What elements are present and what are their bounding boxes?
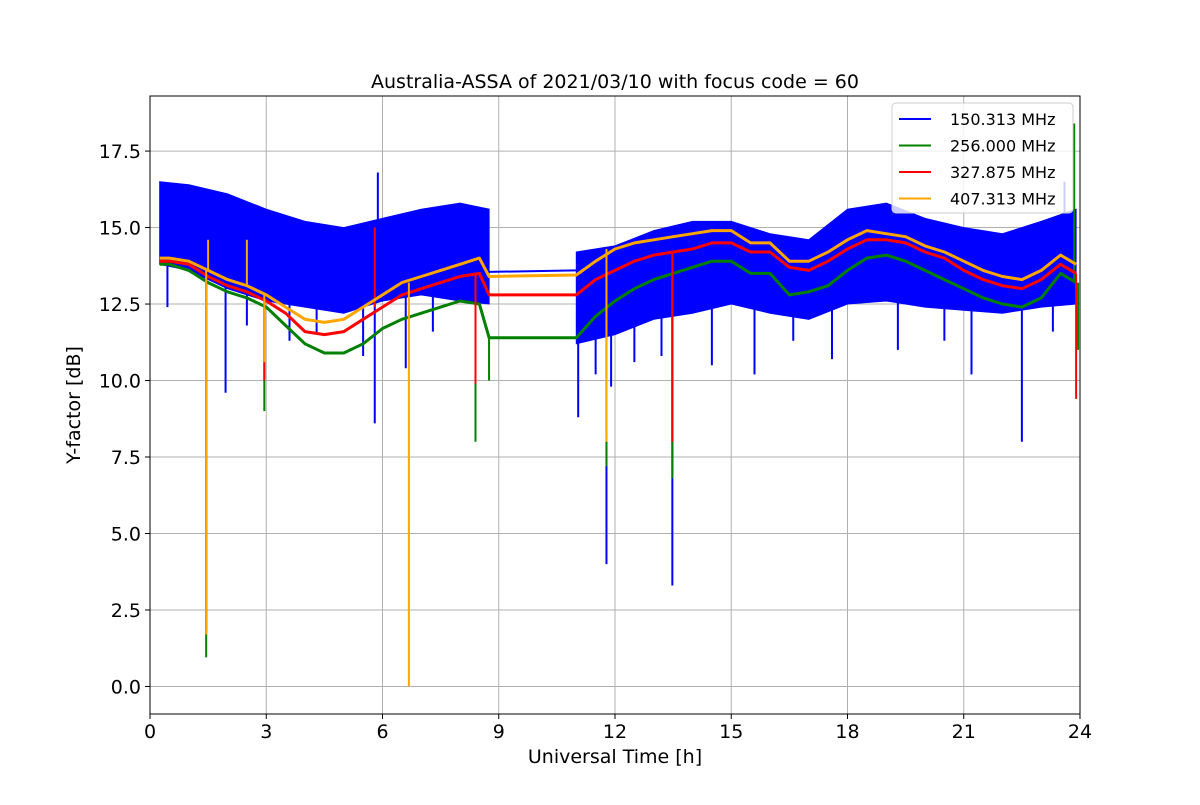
legend-label: 256.000 MHz: [950, 137, 1055, 156]
legend-label: 327.875 MHz: [950, 163, 1055, 182]
y-tick-label: 17.5: [99, 141, 141, 163]
chart-title: Australia-ASSA of 2021/03/10 with focus …: [371, 71, 859, 93]
series-layer: [159, 123, 1080, 687]
series-gap-line: [489, 269, 577, 273]
series-line: [159, 238, 1077, 337]
y-tick-label: 12.5: [99, 294, 141, 316]
y-tick-label: 5.0: [111, 523, 141, 545]
x-tick-label: 3: [260, 721, 272, 743]
y-axis-label: Y-factor [dB]: [63, 346, 85, 465]
x-tick-label: 6: [376, 721, 388, 743]
y-tick-label: 7.5: [111, 447, 141, 469]
x-axis-label: Universal Time [h]: [528, 746, 702, 768]
legend-label: 407.313 MHz: [950, 190, 1055, 209]
y-tick-label: 15.0: [99, 218, 141, 240]
x-ticks: 0 3 6 9 12 15 18 21 24: [144, 714, 1092, 743]
x-tick-label: 12: [603, 721, 627, 743]
x-tick-label: 0: [144, 721, 156, 743]
x-tick-label: 21: [952, 721, 976, 743]
series-3: [159, 229, 1077, 687]
x-tick-label: 18: [835, 721, 859, 743]
y-tick-label: 0.0: [111, 676, 141, 698]
legend-box: [891, 102, 1074, 214]
legend-label: 150.313 MHz: [950, 110, 1055, 129]
x-tick-label: 9: [493, 721, 505, 743]
x-tick-label: 24: [1068, 721, 1092, 743]
series-line: [159, 253, 1077, 355]
legend: 150.313 MHz 256.000 MHz 327.875 MHz 407.313…: [891, 102, 1074, 214]
series-line: [159, 229, 1077, 324]
x-tick-label: 15: [719, 721, 743, 743]
y-tick-label: 10.0: [99, 371, 141, 393]
y-ticks: 0.0 2.5 5.0 7.5 10.0 12.5 15.0 17.5: [99, 141, 150, 698]
y-tick-label: 2.5: [111, 600, 141, 622]
